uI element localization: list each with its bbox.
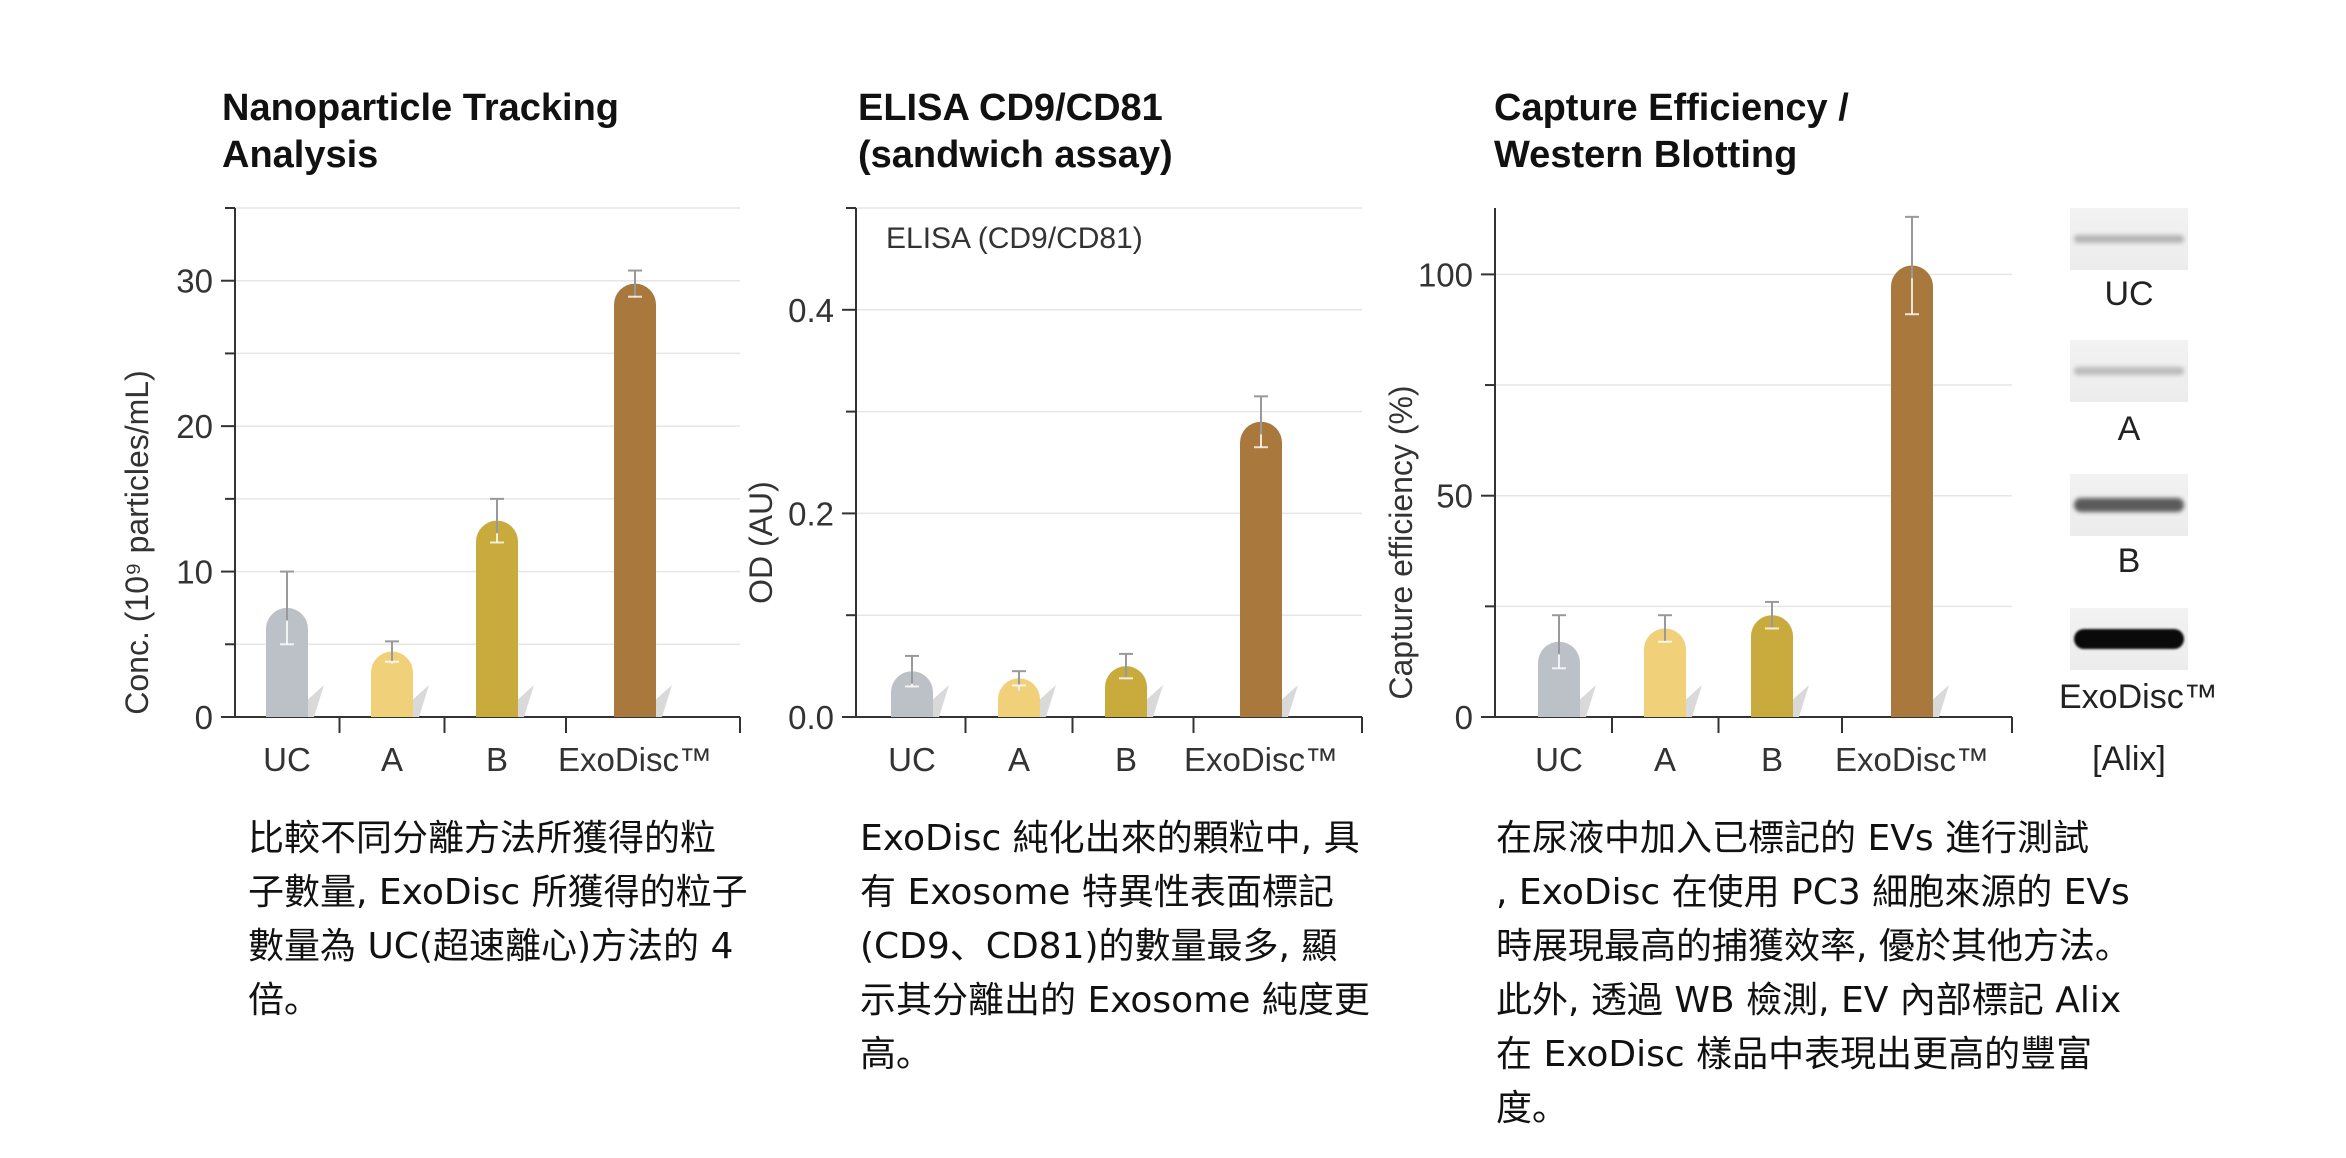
blot-band — [2074, 367, 2184, 375]
x-tick-label: A — [1654, 741, 1676, 778]
panel-3-title: Capture Efficiency / Western Blotting — [1494, 85, 1849, 179]
y-tick-label: 0.2 — [788, 495, 834, 532]
bar-a — [371, 651, 413, 717]
panel-3-title-line-2: Western Blotting — [1494, 134, 1798, 176]
panel-3-description: 在尿液中加入已標記的 EVs 進行測試 , ExoDisc 在使用 PC3 細胞… — [1496, 812, 2131, 1136]
bar-shadow — [652, 685, 672, 717]
panel-2-desc-line: 高。 — [860, 1034, 933, 1075]
x-tick-label: ExoDisc™ — [1184, 741, 1338, 778]
panel-3-desc-line: , ExoDisc 在使用 PC3 細胞來源的 EVs — [1496, 872, 2130, 913]
bar-b — [1105, 666, 1147, 717]
bar-exodisc — [1240, 421, 1282, 717]
bar-shadow — [1929, 685, 1949, 717]
bar-shadow — [1576, 685, 1596, 717]
y-tick-label: 20 — [176, 408, 213, 445]
panel-2-desc-line: 示其分離出的 Exosome 純度更 — [860, 980, 1370, 1021]
panel-1-desc-line: 倍。 — [248, 980, 321, 1021]
blot-lane — [2070, 340, 2188, 402]
x-tick-label: A — [1008, 741, 1030, 778]
blot-lane — [2070, 474, 2188, 536]
y-tick-label: 10 — [176, 554, 213, 591]
y-tick-label: 0.0 — [788, 699, 834, 736]
bar-uc — [1538, 641, 1580, 717]
x-tick-label: ExoDisc™ — [558, 741, 712, 778]
panel-1-title: Nanoparticle Tracking Analysis — [222, 85, 619, 179]
panel-2-desc-line: (CD9、CD81)的數量最多, 顯 — [860, 926, 1338, 967]
blot-lane — [2070, 608, 2188, 670]
panel-2-desc-line: 有 Exosome 特異性表面標記 — [860, 872, 1334, 913]
panel-3-desc-line: 在尿液中加入已標記的 EVs 進行測試 — [1496, 818, 2090, 859]
bar-exodisc — [614, 283, 656, 717]
bar-shadow — [1682, 685, 1702, 717]
panel-1-title-line-2: Analysis — [222, 134, 379, 176]
panel-1-desc-line: 子數量, ExoDisc 所獲得的粒子 — [248, 872, 748, 913]
bar-shadow — [1036, 685, 1056, 717]
blot-band — [2074, 498, 2184, 512]
x-tick-label: B — [1115, 741, 1137, 778]
chart-annotation: ELISA (CD9/CD81) — [886, 222, 1143, 255]
panel-2-title-line-2: (sandwich assay) — [858, 134, 1173, 176]
x-tick-label: A — [381, 741, 403, 778]
bar-b — [476, 520, 518, 717]
y-tick-label: 30 — [176, 263, 213, 300]
panel-3-desc-line: 時展現最高的捕獲效率, 優於其他方法。 — [1496, 926, 2131, 967]
blot-marker-label: [Alix] — [2092, 740, 2166, 778]
panel-1-title-line-1: Nanoparticle Tracking — [222, 87, 620, 129]
blot-band — [2074, 629, 2184, 649]
y-axis-label: Conc. (10⁹ particles/mL) — [119, 370, 155, 714]
blot-lane-label: UC — [2104, 275, 2154, 313]
blot-lane-label: A — [2117, 410, 2141, 448]
y-tick-label: 0 — [1455, 699, 1473, 736]
bar-a — [998, 678, 1040, 717]
blot-lane-label: B — [2117, 542, 2141, 580]
y-tick-label: 100 — [1418, 256, 1473, 293]
y-tick-label: 50 — [1436, 478, 1473, 515]
x-tick-label: UC — [1535, 741, 1583, 778]
bar-shadow — [304, 685, 324, 717]
bar-a — [1644, 628, 1686, 717]
blot-lane-label: ExoDisc™ — [2059, 678, 2218, 716]
panel-3-title-line-1: Capture Efficiency / — [1494, 87, 1849, 129]
panel-2-title-line-1: ELISA CD9/CD81 — [858, 87, 1163, 129]
panel-2-description: ExoDisc 純化出來的顆粒中, 具 有 Exosome 特異性表面標記 (C… — [860, 812, 1370, 1082]
bar-b — [1751, 615, 1793, 717]
panel-1-desc-line: 比較不同分離方法所獲得的粒 — [248, 818, 717, 859]
chart-3: 0 50 100 Capture efficiency (%) UC A B ExoDisc™ — [1383, 208, 2013, 778]
panel-1-description: 比較不同分離方法所獲得的粒 子數量, ExoDisc 所獲得的粒子 數量為 UC… — [248, 812, 748, 1028]
panel-2-title: ELISA CD9/CD81 (sandwich assay) — [858, 85, 1173, 179]
y-axis-label: OD (AU) — [743, 481, 779, 604]
bar-uc — [891, 671, 933, 717]
bar-shadow — [929, 685, 949, 717]
chart-1: 0 10 20 30 Conc. (10⁹ particles/mL) UC A B ExoDi… — [119, 207, 741, 778]
blot-lane — [2070, 208, 2188, 270]
x-tick-label: B — [486, 741, 508, 778]
x-tick-label: UC — [263, 741, 311, 778]
x-tick-label: B — [1761, 741, 1783, 778]
x-tick-label: UC — [888, 741, 936, 778]
y-tick-label: 0 — [195, 699, 213, 736]
bar-uc — [266, 607, 308, 717]
y-axis-label: Capture efficiency (%) — [1383, 385, 1419, 699]
bar-shadow — [514, 685, 534, 717]
bar-exodisc — [1891, 265, 1933, 717]
panel-1-desc-line: 數量為 UC(超速離心)方法的 4 — [248, 926, 734, 967]
bar-shadow — [1789, 685, 1809, 717]
panel-3-desc-line: 度。 — [1496, 1088, 1569, 1129]
x-tick-label: ExoDisc™ — [1835, 741, 1989, 778]
panel-3-desc-line: 在 ExoDisc 樣品中表現出更高的豐富 — [1496, 1034, 2093, 1075]
blot-band — [2074, 235, 2184, 243]
bar-shadow — [409, 685, 429, 717]
bar-shadow — [1278, 685, 1298, 717]
bar-shadow — [1143, 685, 1163, 717]
y-tick-label: 0.4 — [788, 292, 834, 329]
panel-3-desc-line: 此外, 透過 WB 檢測, EV 內部標記 Alix — [1496, 980, 2122, 1021]
panel-2-desc-line: ExoDisc 純化出來的顆粒中, 具 — [860, 818, 1360, 859]
chart-2: 0.0 0.2 0.4 OD (AU) ELISA (CD9/CD81) UC A B ExoD… — [743, 207, 1363, 778]
